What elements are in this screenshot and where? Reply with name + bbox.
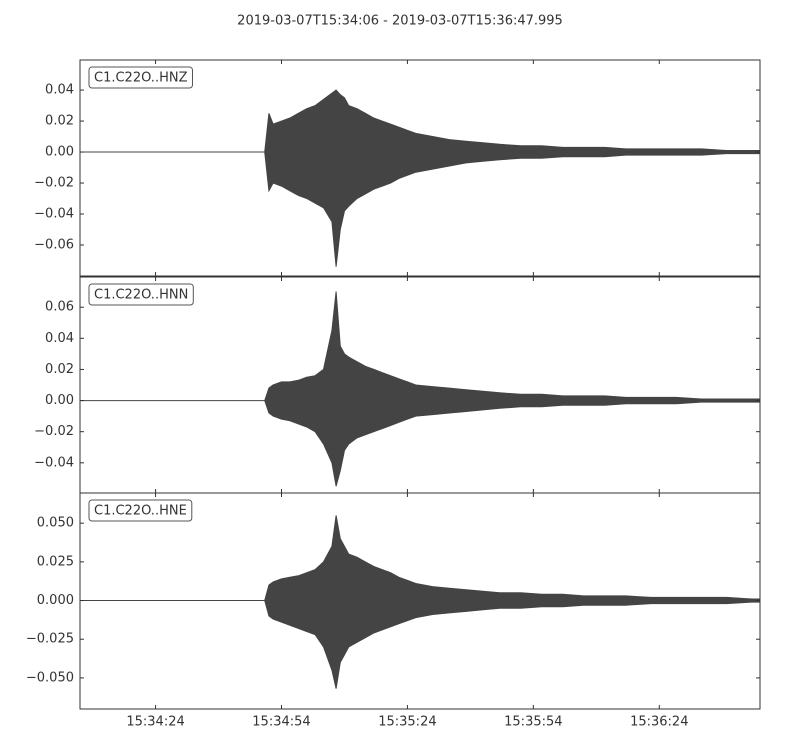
trace-label: C1.C22O..HNN (94, 288, 188, 303)
y-tick-label: −0.050 (26, 670, 74, 685)
trace-label: C1.C22O..HNE (94, 504, 187, 519)
x-tick-label: 15:35:24 (378, 715, 436, 730)
y-tick-label: 0.000 (37, 593, 74, 608)
x-tick-label: 15:36:24 (630, 715, 688, 730)
y-tick-label: −0.06 (34, 238, 74, 253)
trace-label-box (88, 499, 193, 522)
y-tick-label: 0.050 (37, 516, 74, 531)
y-tick-label: 0.02 (45, 114, 74, 129)
y-tick-label: 0.00 (45, 145, 74, 160)
y-tick-label: −0.04 (34, 207, 74, 222)
y-tick-label: −0.025 (26, 632, 74, 647)
figure-title: 2019-03-07T15:34:06 - 2019-03-07T15:36:4… (237, 14, 563, 29)
y-tick-label: −0.04 (34, 455, 74, 470)
y-tick-label: −0.02 (34, 176, 74, 191)
x-tick-label: 15:35:54 (504, 715, 562, 730)
waveform-envelope (80, 515, 761, 689)
y-tick-label: 0.02 (45, 362, 74, 377)
y-tick-label: 0.025 (37, 554, 74, 569)
waveform-envelope (80, 291, 761, 487)
y-tick-label: −0.02 (34, 424, 74, 439)
waveform-envelope (80, 89, 761, 267)
trace-label-box (88, 66, 193, 89)
y-tick-label: 0.04 (45, 331, 74, 346)
trace-label-box (88, 283, 194, 306)
x-tick-label: 15:34:24 (126, 715, 184, 730)
panel-frame (79, 59, 761, 277)
y-tick-label: 0.04 (45, 83, 74, 98)
y-tick-label: 0.00 (45, 393, 74, 408)
trace-label: C1.C22O..HNZ (94, 71, 188, 86)
x-tick-label: 15:34:54 (252, 715, 310, 730)
y-tick-label: 0.06 (45, 300, 74, 315)
